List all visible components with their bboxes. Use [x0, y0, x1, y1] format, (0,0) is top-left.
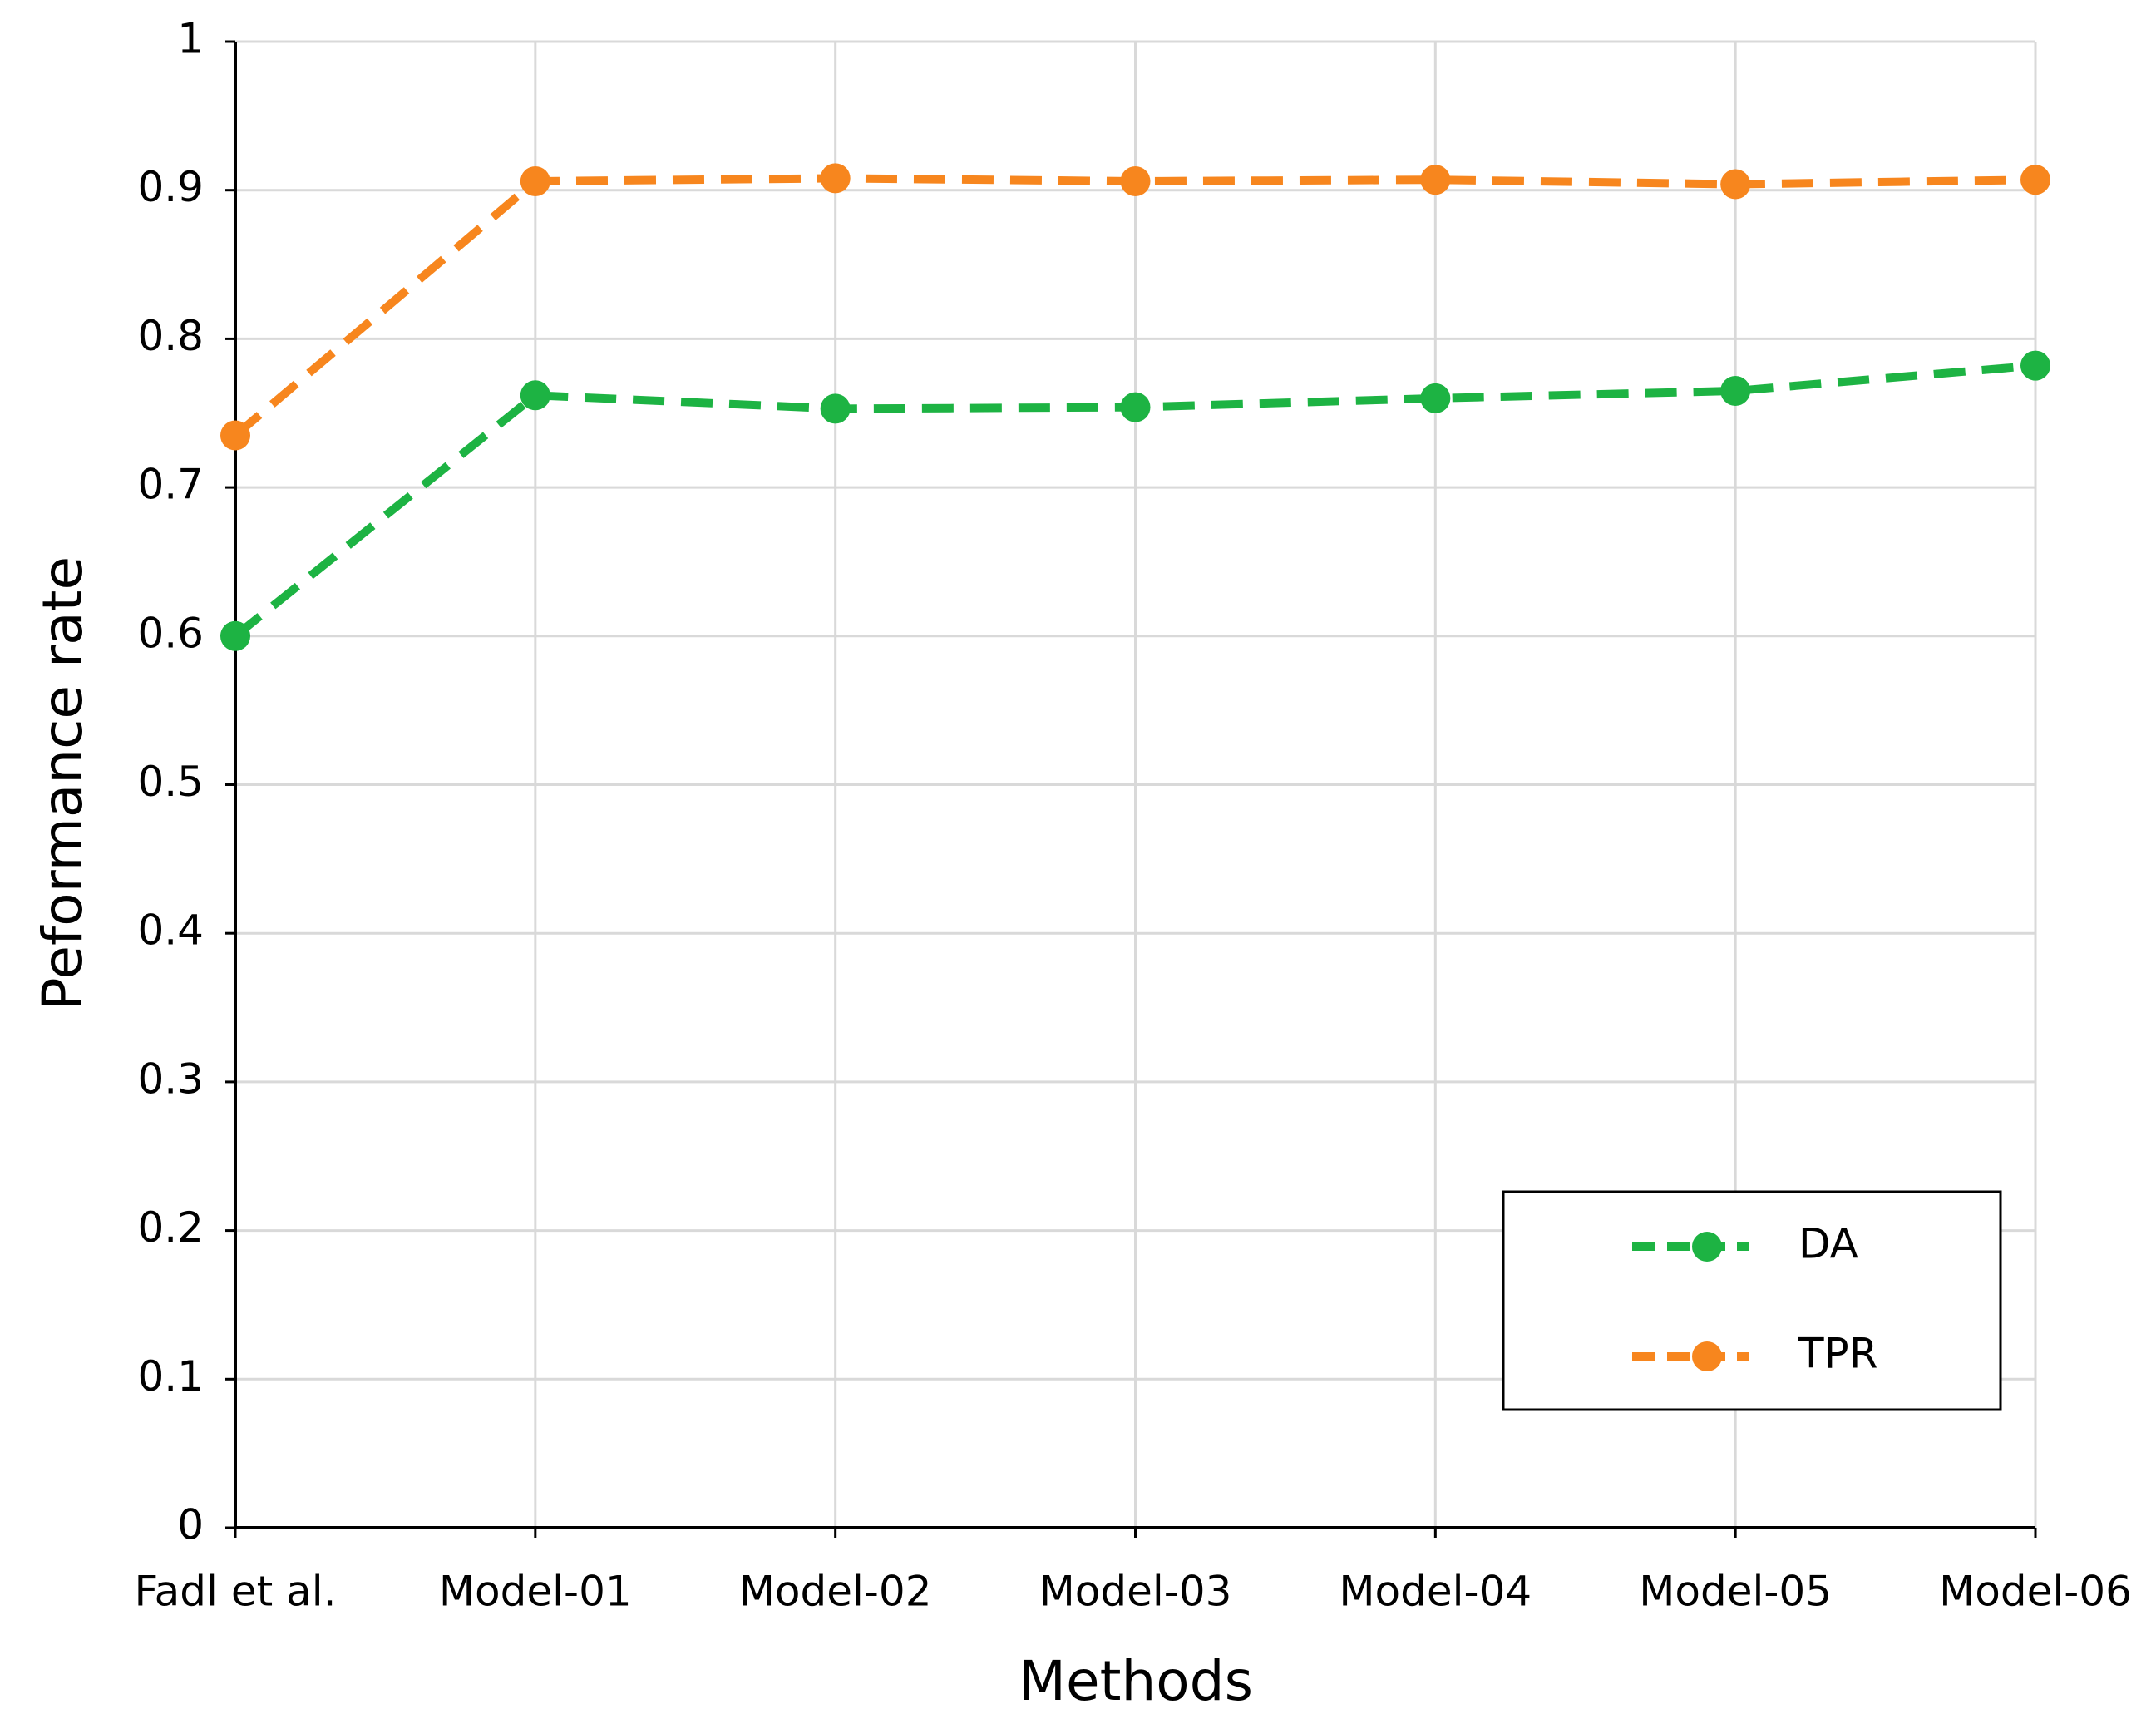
point: [1720, 375, 1751, 406]
legend-box: [1502, 1190, 2002, 1411]
y-tick-label: 0.2: [137, 1203, 204, 1252]
point: [1420, 383, 1451, 413]
x-axis-title: Methods: [1019, 1649, 1253, 1713]
y-tick-label: 0.8: [137, 312, 204, 360]
point: [520, 380, 550, 411]
point: [820, 393, 851, 424]
point: [1120, 165, 1151, 196]
legend-label: TPR: [1798, 1330, 1877, 1378]
x-tick-label: Model-05: [1639, 1568, 1832, 1616]
x-tick-label: Model-02: [739, 1568, 932, 1616]
legend: DA TPR: [1502, 1190, 2002, 1411]
y-tick-label: 0: [177, 1501, 204, 1549]
y-tick-label: 0.1: [137, 1352, 204, 1401]
point: [220, 620, 250, 651]
point: [1720, 169, 1751, 200]
point: [2020, 165, 2050, 195]
y-axis-title: Peformance rate: [31, 556, 95, 1010]
point: [2020, 350, 2050, 381]
x-tick-label: Model-03: [1039, 1568, 1232, 1616]
y-tick-label: 0.9: [137, 163, 204, 211]
point: [220, 420, 250, 451]
point: [1120, 392, 1151, 422]
legend-marker: [1692, 1341, 1722, 1371]
point: [1420, 165, 1451, 195]
point: [820, 163, 851, 194]
x-tick-label: Model-04: [1339, 1568, 1532, 1616]
legend-marker: [1692, 1232, 1722, 1262]
x-tick-label: Model-06: [1939, 1568, 2132, 1616]
y-tick-label: 0.5: [137, 758, 204, 806]
legend-label: DA: [1798, 1220, 1858, 1268]
y-tick-label: 1: [177, 15, 204, 63]
x-tick-label: Fadl et al.: [134, 1568, 336, 1616]
x-tick-label: Model-01: [439, 1568, 632, 1616]
y-tick-label: 0.3: [137, 1055, 204, 1103]
y-tick-label: 0.7: [137, 461, 204, 509]
y-tick-label: 0.4: [137, 907, 204, 955]
y-tick-label: 0.6: [137, 609, 204, 657]
point: [520, 165, 550, 196]
